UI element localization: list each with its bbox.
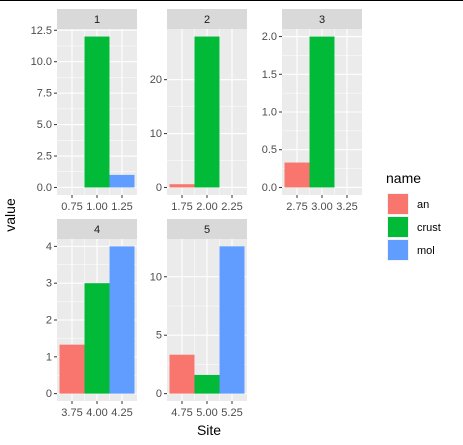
- facet-panels: 10.02.55.07.510.012.50.75 1.00 1.252010201…: [31, 9, 362, 419]
- legend-label-mol: mol: [417, 245, 435, 257]
- x-axis-title: Site: [197, 422, 221, 438]
- x-tick-label: 4.75: [171, 407, 192, 419]
- y-tick-label: 1.5: [262, 69, 277, 81]
- facet-strip: [57, 219, 137, 239]
- legend-swatch-mol: [388, 240, 408, 260]
- y-tick-label: 0.5: [262, 144, 277, 156]
- bar-crust: [84, 36, 110, 188]
- bar-an: [169, 184, 195, 188]
- y-tick-label: 0: [156, 182, 162, 194]
- facet-panel-4: 4 0 1 2 3 4 3.75 4.00 4.25: [46, 219, 137, 419]
- y-tick-label: 0: [156, 388, 162, 400]
- facet-strip: [282, 9, 362, 29]
- legend-swatch-crust: [388, 217, 408, 237]
- bar-an: [284, 162, 310, 188]
- x-tick-label: 3.00: [311, 201, 332, 213]
- x-tick-label: 2.25: [221, 201, 242, 213]
- x-tick-label: 2.00: [196, 201, 217, 213]
- legend-label-crust: crust: [417, 222, 441, 234]
- x-tick-label: 4.25: [111, 407, 132, 419]
- x-tick-label: 1.75: [171, 201, 192, 213]
- bar-mol: [219, 246, 245, 394]
- y-tick-label: 10: [150, 128, 162, 140]
- bar-mol: [109, 246, 135, 394]
- y-tick-label: 20: [150, 74, 162, 86]
- facet-panel-5: 5 0 5 10 4.75 5.00 5.25: [150, 219, 247, 419]
- bar-crust: [194, 36, 220, 188]
- y-tick-label: 2: [46, 315, 52, 327]
- y-tick-label: 0.0: [37, 182, 52, 194]
- y-axis-title: value: [2, 198, 18, 232]
- y-tick-label: 1.0: [262, 107, 277, 119]
- bar-crust: [309, 36, 335, 188]
- legend-title: name: [386, 170, 421, 186]
- x-tick-label: 2.75: [286, 201, 307, 213]
- facet-strip: [57, 9, 137, 29]
- bar-mol: [109, 174, 135, 188]
- x-tick-label: 5.25: [221, 407, 242, 419]
- bar-crust: [84, 283, 110, 394]
- x-tick-label: 3.25: [336, 201, 357, 213]
- y-tick-label: 2.0: [262, 31, 277, 43]
- y-tick-label: 10.0: [31, 56, 52, 68]
- y-tick-label: 7.5: [37, 88, 52, 100]
- facet-strip: [167, 219, 247, 239]
- x-tick-label: 0.75: [61, 201, 82, 213]
- bar-crust: [194, 374, 220, 394]
- y-tick-label: 0: [46, 388, 52, 400]
- x-tick-label: 3.75: [61, 407, 82, 419]
- y-tick-label: 4: [46, 241, 52, 253]
- facet-strip-label: 5: [204, 224, 210, 236]
- y-tick-label: 5.0: [37, 119, 52, 131]
- legend: name an crust mol: [386, 170, 441, 261]
- bar-an: [59, 344, 85, 394]
- y-tick-label: 10: [150, 271, 162, 283]
- y-tick-label: 1: [46, 351, 52, 363]
- y-tick-label: 0.0: [262, 182, 277, 194]
- legend-label-an: an: [417, 199, 429, 211]
- facet-strip-label: 2: [204, 14, 210, 26]
- y-tick-label: 3: [46, 278, 52, 290]
- y-tick-label: 2.5: [37, 151, 52, 163]
- bar-an: [169, 354, 195, 394]
- facet-strip-label: 1: [94, 14, 100, 26]
- x-tick-label: 4.00: [86, 407, 107, 419]
- x-tick-label: 1.25: [111, 201, 132, 213]
- x-tick-label: 1.00: [86, 201, 107, 213]
- facet-strip-label: 3: [319, 14, 325, 26]
- facet-strip-label: 4: [94, 224, 100, 236]
- legend-swatch-an: [388, 194, 408, 214]
- facet-panel-1: 10.02.55.07.510.012.50.75 1.00 1.25: [31, 9, 137, 213]
- x-tick-label: 5.00: [196, 407, 217, 419]
- facet-strip: [167, 9, 247, 29]
- facet-panel-3: 3 0.0 0.5 1.0 1.5 2.0 2.75 3.00 3.25: [262, 9, 362, 213]
- y-tick-label: 5: [156, 330, 162, 342]
- y-tick-label: 12.5: [31, 25, 52, 37]
